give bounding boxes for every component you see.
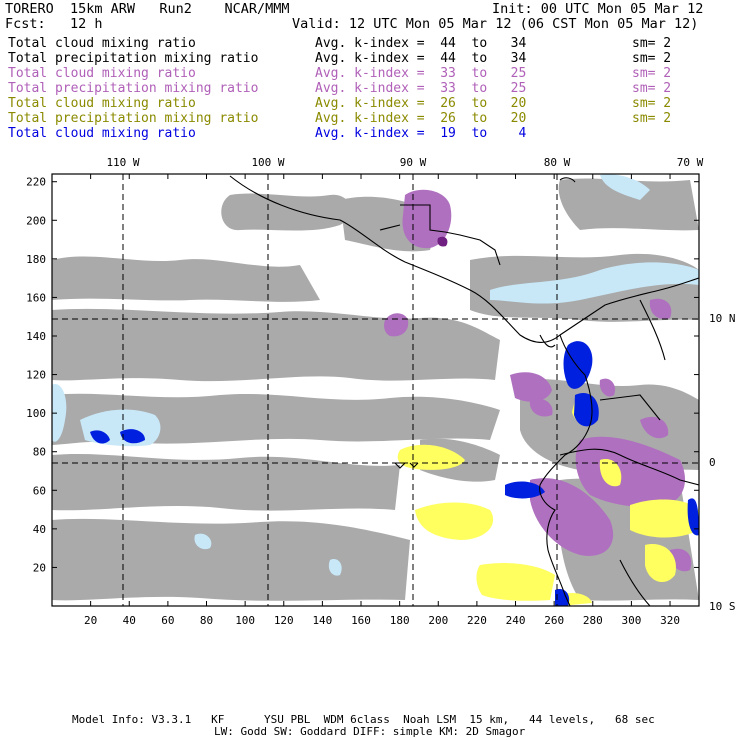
physics-info: LW: Godd SW: Goddard DIFF: simple KM: 2D… [214, 725, 526, 738]
longitude-label: 110 W [106, 156, 139, 169]
legend-range-label: Avg. k-index = 19 to 4 [315, 126, 527, 141]
y-tick-label: 20 [33, 561, 46, 574]
x-tick-label: 80 [200, 614, 213, 627]
graticule [52, 174, 699, 606]
latitude-label: 0 [709, 456, 716, 469]
init-time: Init: 00 UTC Mon 05 Mar 12 [492, 1, 704, 17]
x-tick-label: 240 [506, 614, 526, 627]
axis-ticks [52, 174, 699, 606]
y-tick-label: 180 [26, 253, 46, 266]
y-tick-label: 60 [33, 484, 46, 497]
legend-field-label: Total cloud mixing ratio [8, 96, 196, 111]
precip-mixing-purple [384, 189, 692, 572]
y-tick-label: 80 [33, 446, 46, 459]
plot-frame [51, 173, 700, 607]
y-tick-label: 140 [26, 330, 46, 343]
y-tick-label: 120 [26, 369, 46, 382]
legend-smoothing-label: sm= 2 [632, 81, 672, 96]
forecast-hour: Fcst: 12 h [5, 16, 103, 32]
legend-smoothing-label: sm= 2 [632, 66, 672, 81]
field-layer [52, 174, 699, 606]
x-tick-label: 160 [351, 614, 371, 627]
x-tick-label: 40 [123, 614, 136, 627]
longitude-label: 70 W [677, 156, 704, 169]
legend-range-label: Avg. k-index = 26 to 20 [315, 111, 527, 126]
x-tick-label: 180 [390, 614, 410, 627]
legend-range-label: Avg. k-index = 44 to 34 [315, 36, 527, 51]
x-tick-label: 320 [660, 614, 680, 627]
x-tick-label: 140 [312, 614, 332, 627]
legend-field-label: Total cloud mixing ratio [8, 66, 196, 81]
cloud-mixing-gray [52, 178, 699, 601]
y-tick-label: 100 [26, 407, 46, 420]
x-tick-label: 20 [84, 614, 97, 627]
latitude-label: 10 N [709, 312, 736, 325]
legend-range-label: Avg. k-index = 44 to 34 [315, 51, 527, 66]
x-tick-label: 260 [544, 614, 564, 627]
longitude-label: 90 W [400, 156, 427, 169]
legend-range-label: Avg. k-index = 33 to 25 [315, 81, 527, 96]
longitude-label: 100 W [251, 156, 284, 169]
x-tick-label: 120 [274, 614, 294, 627]
axis-tick-labels: 20 40 60 80 100 120 140 160 180 200 220 240 260 280 30… [26, 156, 735, 627]
model-info: Model Info: V3.3.1 KF YSU PBL WDM 6class… [72, 713, 655, 726]
valid-time: Valid: 12 UTC Mon 05 Mar 12 (06 CST Mon … [292, 16, 699, 32]
legend-field-label: Total precipitation mixing ratio [8, 81, 259, 96]
legend-field-label: Total cloud mixing ratio [8, 126, 196, 141]
x-tick-label: 100 [235, 614, 255, 627]
x-tick-label: 200 [428, 614, 448, 627]
latitude-label: 10 S [709, 600, 736, 613]
longitude-label: 80 W [544, 156, 571, 169]
y-tick-label: 40 [33, 523, 46, 536]
legend-field-label: Total precipitation mixing ratio [8, 51, 259, 66]
legend-range-label: Avg. k-index = 26 to 20 [315, 96, 527, 111]
legend-smoothing-label: sm= 2 [632, 96, 672, 111]
legend-range-label: Avg. k-index = 33 to 25 [315, 66, 527, 81]
y-tick-label: 200 [26, 214, 46, 227]
legend-smoothing-label: sm= 2 [632, 111, 672, 126]
coastlines [229, 175, 699, 606]
y-tick-label: 160 [26, 291, 46, 304]
x-tick-label: 280 [583, 614, 603, 627]
model-title: TORERO 15km ARW Run2 NCAR/MMM [5, 1, 290, 17]
legend-smoothing-label: sm= 2 [632, 51, 672, 66]
legend-smoothing-label: sm= 2 [632, 36, 672, 51]
y-tick-label: 220 [26, 176, 46, 189]
x-tick-label: 60 [161, 614, 174, 627]
x-tick-label: 220 [467, 614, 487, 627]
x-tick-label: 300 [621, 614, 641, 627]
legend-field-label: Total precipitation mixing ratio [8, 111, 259, 126]
legend-field-label: Total cloud mixing ratio [8, 36, 196, 51]
